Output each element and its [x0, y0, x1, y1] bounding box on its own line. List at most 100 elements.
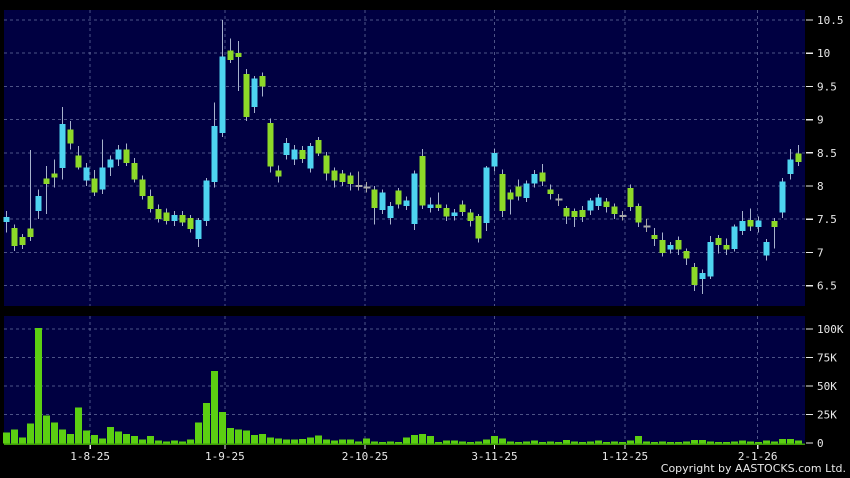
volume-bar [619, 441, 626, 444]
volume-bar [427, 436, 434, 444]
volume-bar [27, 423, 34, 444]
price-axis-label: 7.5 [817, 213, 837, 226]
volume-bar [179, 441, 186, 444]
candle-body [723, 245, 730, 250]
candle-body [795, 153, 802, 163]
candle-body [763, 241, 770, 256]
volume-bar [19, 437, 26, 444]
date-axis-label: 2-10-25 [342, 450, 388, 463]
volume-bar [747, 441, 754, 444]
volume-bar [715, 441, 722, 444]
candle-body [483, 167, 490, 224]
candle-body [451, 212, 458, 216]
candle-body [107, 159, 114, 168]
volume-bar [123, 433, 130, 444]
candle-body [443, 207, 450, 217]
volume-bar [659, 441, 666, 444]
candle-body [179, 215, 186, 223]
price-axis-label: 6.5 [817, 280, 837, 293]
volume-bar [675, 441, 682, 444]
volume-bar [83, 430, 90, 444]
price-axis-label: 7 [817, 246, 824, 259]
candle-body [715, 237, 722, 246]
volume-bar [59, 429, 66, 444]
volume-bar [459, 441, 466, 444]
candle-body [187, 217, 194, 230]
candle-body [387, 205, 394, 218]
candle-body [539, 172, 546, 182]
volume-axis-label: 100K [817, 323, 844, 336]
candle-body [59, 124, 66, 169]
volume-bar [571, 441, 578, 444]
price-panel [4, 10, 805, 306]
volume-bar [683, 441, 690, 444]
candle-body [171, 215, 178, 222]
candle-body [603, 201, 610, 208]
candle-body [675, 239, 682, 250]
candle-body [619, 214, 627, 217]
candle-body [203, 180, 210, 222]
candle-body [523, 183, 530, 198]
candle-body [691, 267, 698, 285]
candle-body [259, 75, 266, 87]
candle-body [291, 149, 298, 160]
volume-bar [587, 441, 594, 444]
candle-body [651, 235, 658, 240]
price-axis-label: 9.5 [817, 80, 837, 93]
volume-bar [483, 439, 490, 444]
candle-body [91, 178, 98, 193]
volume-bar [755, 441, 762, 444]
volume-bar [379, 441, 386, 444]
price-axis-label: 8.5 [817, 147, 837, 160]
volume-bar [779, 439, 786, 444]
date-axis-label: 2-1-26 [738, 450, 778, 463]
candle-body [195, 219, 202, 240]
volume-bar [515, 441, 522, 444]
volume-bar [739, 440, 746, 444]
volume-bar [435, 441, 442, 444]
candle-body [211, 126, 218, 183]
candle-body [475, 215, 482, 239]
volume-axis-label: 50K [817, 380, 837, 393]
volume-bar [3, 432, 10, 444]
candle-body [27, 228, 34, 238]
volume-bar [251, 435, 258, 444]
volume-bar [707, 441, 714, 444]
volume-bar [235, 429, 242, 444]
candle-body [555, 198, 563, 201]
volume-bar [115, 431, 122, 444]
volume-bar [371, 441, 378, 444]
volume-bar [579, 441, 586, 444]
volume-bar [467, 441, 474, 444]
volume-bar [451, 440, 458, 444]
candle-body [395, 190, 402, 205]
volume-bar [387, 441, 394, 444]
candle-body [467, 212, 474, 222]
volume-bar [627, 440, 634, 444]
volume-bar [323, 439, 330, 444]
candle-body [243, 73, 250, 117]
date-axis-label: 1-12-25 [602, 450, 648, 463]
candle-body [571, 211, 578, 218]
volume-bar [331, 440, 338, 444]
volume-axis-label: 25K [817, 409, 837, 422]
candle-body [139, 179, 146, 196]
candle-body [131, 162, 138, 180]
volume-bar [523, 441, 530, 444]
candle-body [515, 186, 522, 197]
volume-bar [347, 439, 354, 444]
date-axis-label: 1-9-25 [205, 450, 245, 463]
candle-body [83, 167, 90, 181]
volume-bar [275, 438, 282, 444]
volume-bar [795, 440, 802, 444]
volume-bar [363, 438, 370, 444]
volume-bar [163, 441, 170, 444]
candle-body [339, 173, 346, 183]
candle-body [227, 50, 234, 60]
volume-axis-label: 75K [817, 352, 837, 365]
candle-body [323, 155, 330, 174]
candle-body [283, 142, 290, 155]
candle-body [43, 178, 50, 185]
volume-panel [4, 316, 805, 445]
